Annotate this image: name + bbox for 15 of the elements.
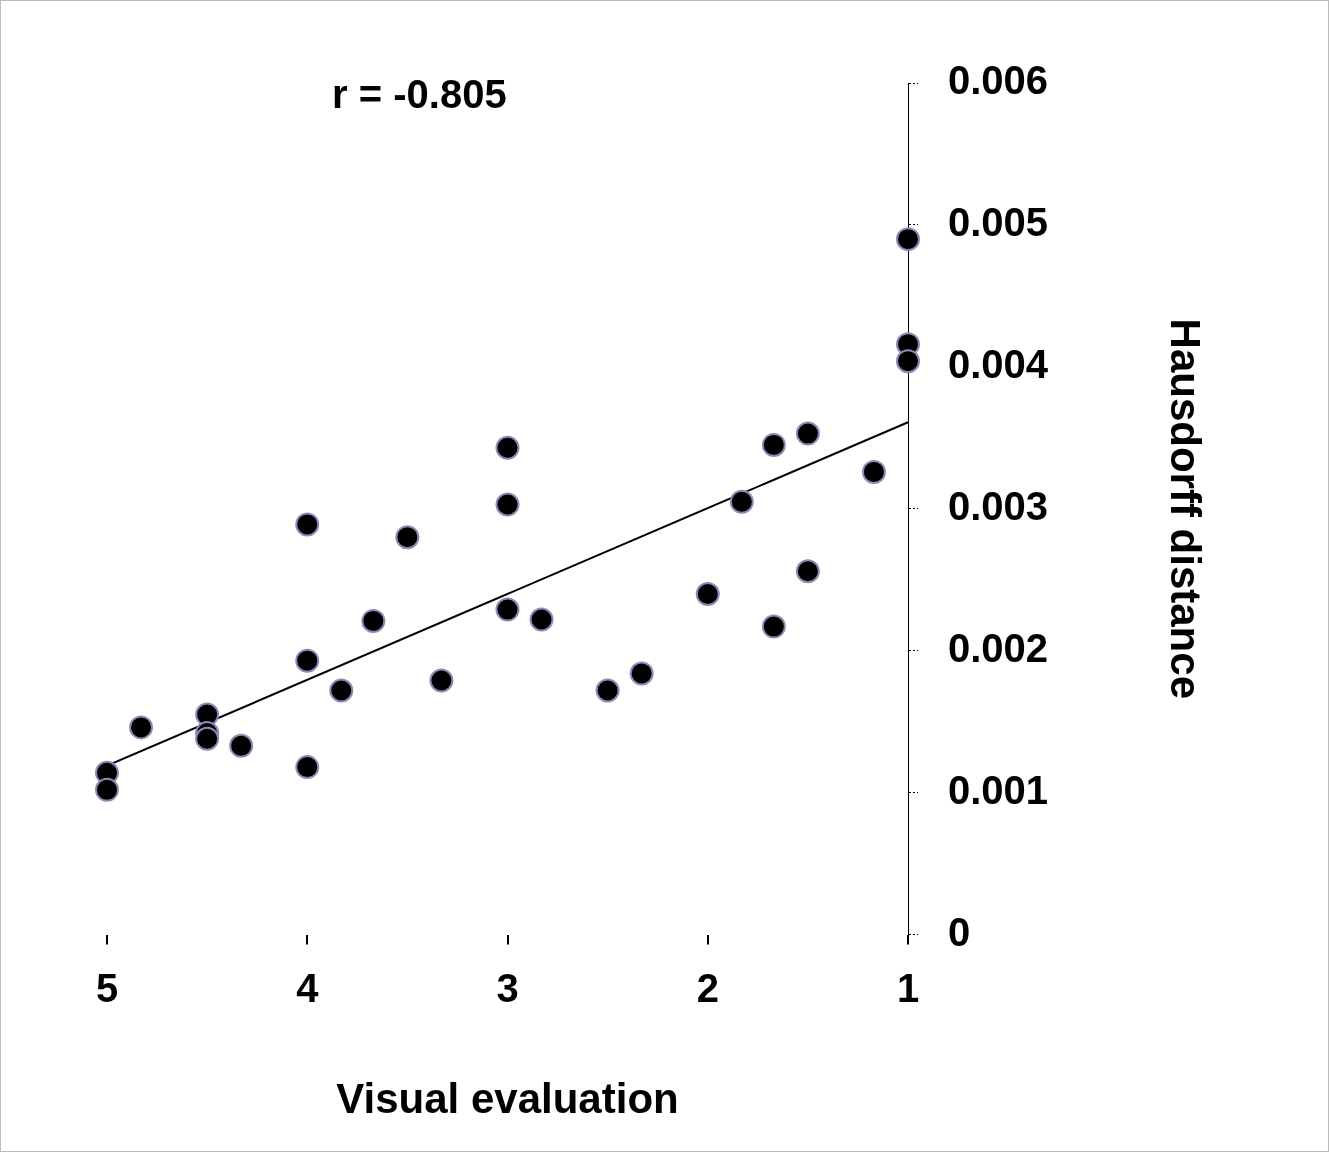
y-axis-title: Hausdorff distance (1162, 318, 1210, 699)
y-tick-label: 0 (948, 909, 971, 954)
y-tick-label: 0.001 (948, 767, 1049, 812)
x-tick-label: 4 (296, 965, 320, 1010)
y-tick-label: 0.003 (948, 483, 1049, 528)
y-tick-label: 0.002 (948, 625, 1049, 670)
annotation: r = -0.805 (332, 72, 507, 117)
y-tick-label: 0.005 (948, 199, 1049, 244)
y-tick-label: 0.004 (948, 341, 1049, 386)
x-axis-title: Visual evaluation (336, 1075, 679, 1123)
x-tick-label: 2 (696, 965, 719, 1010)
x-tick-label: 5 (95, 965, 119, 1010)
y-tick-label: 0.006 (948, 58, 1049, 103)
x-tick-label: 3 (496, 965, 519, 1010)
x-tick-label: 1 (896, 965, 920, 1010)
